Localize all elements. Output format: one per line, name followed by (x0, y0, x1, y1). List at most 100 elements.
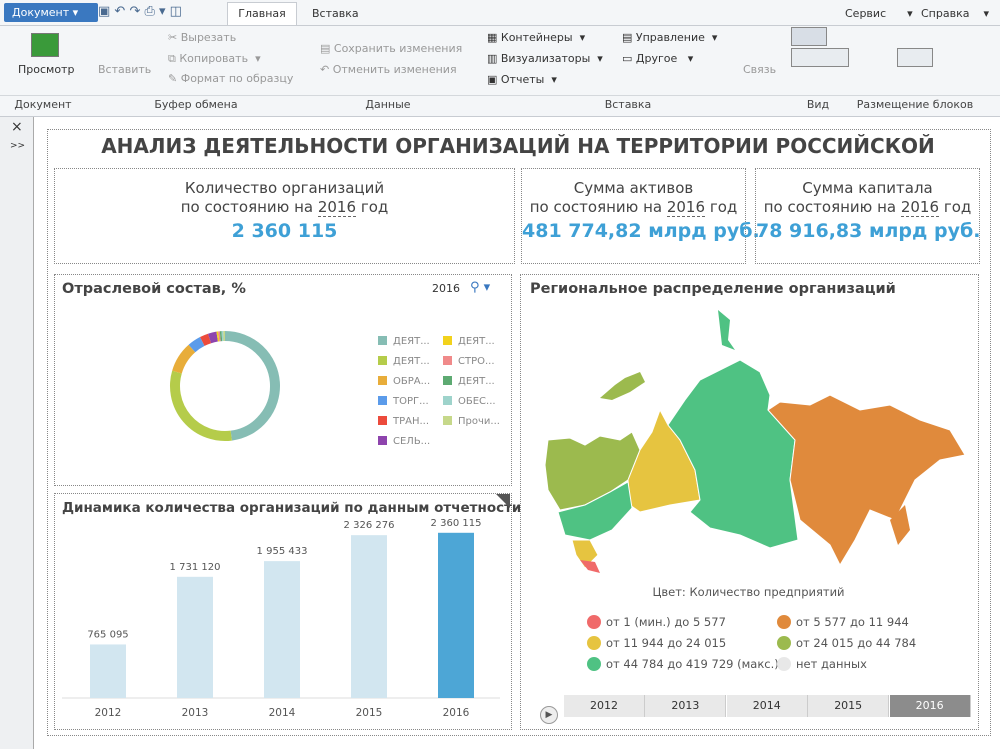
x-tick-label: 2013 (182, 707, 209, 719)
tab[interactable]: Главная (227, 2, 297, 25)
divider (0, 25, 1000, 26)
group-label: Данные (365, 98, 411, 111)
kpi-value: 481 774,82 млрд руб. (522, 220, 760, 242)
kpi-date: по состоянию на 2016 год (756, 198, 979, 217)
x-tick-label: 2014 (269, 707, 296, 719)
legend-label: Прочи... (458, 416, 500, 427)
side-panel (0, 117, 34, 749)
bar (90, 644, 126, 698)
panel-title: Региональное распределение организаций (530, 281, 896, 297)
kpi-label: Сумма активов (573, 179, 694, 197)
button[interactable]: ▭ Другое ▾ (622, 52, 694, 65)
divider (0, 95, 1000, 96)
button: ✂ Вырезать (168, 31, 237, 44)
menu-label: Сервис (845, 7, 887, 20)
label: Вырезать (180, 31, 237, 44)
corner-marker (496, 494, 510, 508)
kpi-date-part: по состоянию на (763, 198, 897, 216)
button[interactable]: ▥ Визуализаторы ▾ (487, 52, 603, 65)
bar-value-label: 1 731 120 (170, 562, 221, 573)
kpi-card: Количество организаций по состоянию на 20… (54, 168, 515, 264)
group-label: Размещение блоков (856, 98, 974, 111)
document-menu[interactable]: Документ ▾ (4, 3, 98, 22)
legend-label: от 5 577 до 11 944 (796, 615, 909, 629)
timeline-year[interactable]: 2015 (808, 695, 890, 717)
button[interactable]: Просмотр (18, 63, 75, 76)
donut-segment (200, 333, 212, 346)
timeline-year[interactable]: 2014 (726, 695, 808, 717)
timeline-year[interactable]: 2013 (645, 695, 727, 717)
label: Формат по образцу (180, 72, 294, 85)
label: Сохранить изменения (333, 42, 463, 55)
legend-swatch (443, 336, 452, 345)
kpi-card: Сумма активов по состоянию на 2016 год 481… (521, 168, 760, 264)
kpi-label: Сумма капитала (802, 179, 933, 197)
label: Контейнеры (500, 31, 573, 44)
button[interactable]: ▣ Отчеты ▾ (487, 73, 557, 86)
legend-label: от 11 944 до 24 015 (606, 636, 727, 650)
kpi-date-part: 2016 (900, 198, 940, 217)
tab[interactable]: Вставка (312, 7, 359, 20)
play-button[interactable]: ▶ (540, 706, 558, 724)
button: Связь (743, 63, 777, 76)
legend-dot (587, 615, 601, 629)
button[interactable]: ▤ Управление ▾ (622, 31, 718, 44)
legend-label: ОБРА... (393, 376, 430, 387)
legend-dot (777, 615, 791, 629)
label: Отчеты (500, 73, 545, 86)
expand-button[interactable]: >> (10, 141, 26, 151)
industry-panel (54, 274, 512, 486)
label: Управление (635, 31, 705, 44)
year-selector[interactable]: 2016 (432, 282, 460, 295)
bar-value-label: 2 360 115 (431, 518, 482, 529)
label: Копировать (179, 52, 249, 65)
legend-dot (587, 636, 601, 650)
legend-label: ТОРГ... (392, 396, 429, 407)
x-tick-label: 2012 (95, 707, 122, 719)
layout-button[interactable] (897, 48, 933, 67)
view-button[interactable] (791, 27, 827, 46)
kpi-date-part: год (709, 198, 738, 216)
donut-segment (172, 344, 196, 374)
close-button[interactable]: × (11, 119, 23, 135)
x-tick-label: 2015 (356, 707, 383, 719)
kpi-date: по состоянию на 2016 год (522, 198, 745, 217)
group-label: Вставка (604, 98, 652, 111)
button: ↶ Отменить изменения (320, 63, 457, 76)
label: Визуализаторы (500, 52, 591, 65)
icon (31, 33, 59, 57)
timeline-year[interactable]: 2016 (889, 695, 971, 717)
group-label: Вид (806, 98, 830, 111)
legend-label: нет данных (796, 657, 867, 671)
menu-label: Документ (12, 6, 70, 19)
view-button[interactable] (791, 48, 849, 67)
button[interactable]: ▦ Контейнеры ▾ (487, 31, 586, 44)
panel-title: Отраслевой состав, % (62, 281, 246, 297)
donut-segment (208, 331, 219, 344)
menu[interactable]: Справка ▾ (921, 7, 989, 20)
bar (177, 576, 213, 698)
bar (264, 561, 300, 698)
legend-swatch (378, 376, 387, 385)
legend-label: СЕЛЬ... (393, 436, 430, 447)
quick-icons: ▣ ↶ ↷ ⎙ ▾ ◫ (98, 4, 182, 19)
legend-swatch (378, 416, 387, 425)
timeline-year[interactable]: 2012 (564, 695, 645, 717)
button: ✎ Формат по образцу (168, 72, 294, 85)
label: Другое (635, 52, 678, 65)
x-tick-label: 2016 (443, 707, 470, 719)
menu[interactable]: Сервис ▾ (845, 7, 913, 20)
legend-swatch (443, 356, 452, 365)
group-label: Буфер обмена (154, 98, 238, 111)
bar-value-label: 1 955 433 (257, 546, 308, 557)
button: ▤ Сохранить изменения (320, 42, 463, 55)
donut-segment (188, 336, 205, 353)
button: Вставить (98, 63, 152, 76)
search-button[interactable]: ⚲ ▾ (470, 280, 491, 295)
kpi-card: Сумма капитала по состоянию на 2016 год 78… (755, 168, 980, 264)
bar (351, 535, 387, 698)
legend-label: ДЕЯТ... (393, 356, 430, 367)
legend-swatch (378, 356, 387, 365)
